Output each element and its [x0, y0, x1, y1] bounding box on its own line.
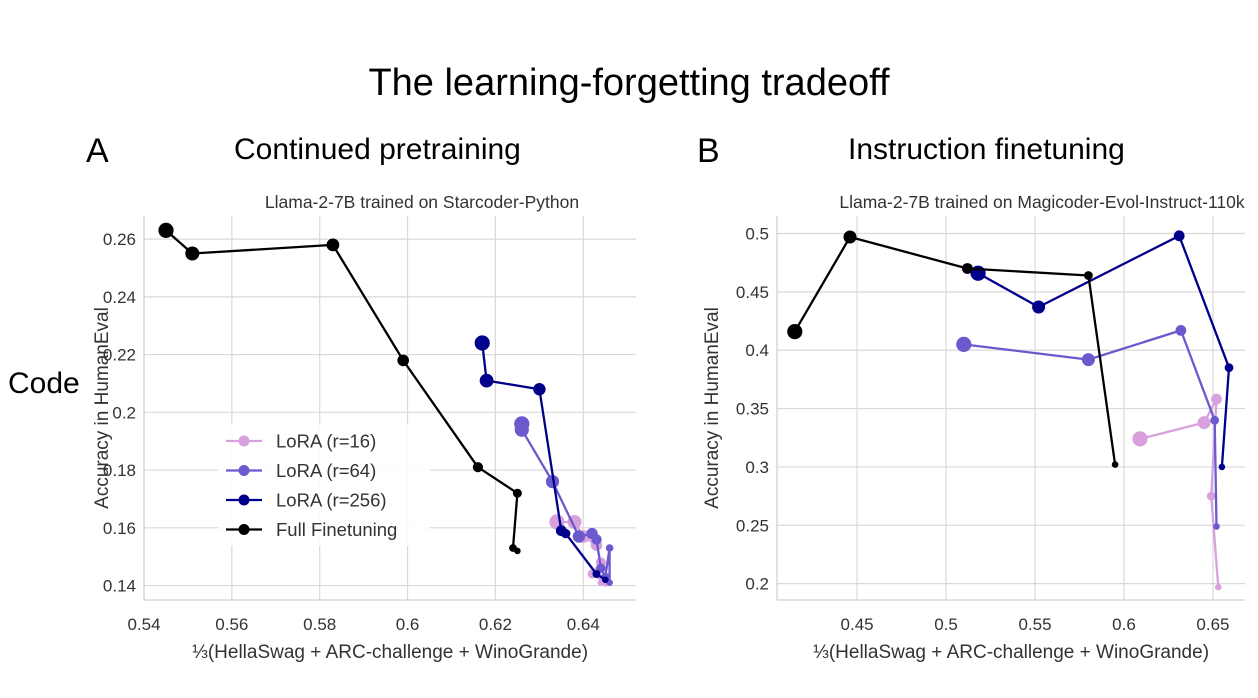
- data-point: [1224, 363, 1234, 373]
- panel-title-a: Continued pretraining: [234, 133, 521, 166]
- data-point: [572, 530, 586, 543]
- data-point: [1218, 463, 1226, 471]
- series-line-lora-r-256-: [481, 342, 606, 581]
- data-point: [545, 475, 560, 489]
- x-tick-label: 0.64: [567, 615, 600, 634]
- data-point: [514, 547, 521, 555]
- panel-title-b: Instruction finetuning: [848, 133, 1125, 166]
- data-point: [592, 570, 601, 578]
- x-tick-label: 0.6: [396, 615, 420, 634]
- data-point: [843, 230, 857, 244]
- data-point: [1213, 523, 1220, 530]
- x-tick-label: 0.55: [1018, 615, 1051, 634]
- panel-letter-a: A: [86, 132, 109, 170]
- data-point: [397, 354, 410, 367]
- data-point: [533, 383, 546, 396]
- data-point: [596, 563, 606, 573]
- data-point: [956, 336, 972, 352]
- y-tick-label: 0.18: [103, 461, 136, 480]
- y-tick-label: 0.35: [736, 400, 769, 419]
- data-point: [1032, 300, 1046, 314]
- y-tick-label: 0.45: [736, 283, 769, 302]
- x-axis-label: ⅓(HellaSwag + ARC-challenge + WinoGrande…: [813, 642, 1209, 663]
- y-axis-label: Accuracy in HumanEval: [702, 307, 723, 509]
- data-point: [1197, 416, 1211, 430]
- y-tick-label: 0.22: [103, 346, 136, 365]
- x-axis-label: ⅓(HellaSwag + ARC-challenge + WinoGrande…: [192, 642, 588, 663]
- y-tick-label: 0.2: [112, 403, 136, 422]
- y-tick-label: 0.4: [745, 341, 769, 360]
- legend-marker: [238, 494, 250, 506]
- data-point: [1215, 583, 1222, 591]
- legend-label: LoRA (r=64): [276, 460, 376, 481]
- y-tick-label: 0.25: [736, 516, 769, 535]
- data-point: [1111, 461, 1119, 468]
- data-point: [1175, 325, 1187, 336]
- y-tick-label: 0.2: [745, 575, 769, 594]
- data-point: [602, 576, 609, 584]
- series-line-lora-r-64-: [520, 423, 611, 583]
- legend-box: [218, 424, 430, 546]
- chart-subtitle: Llama-2-7B trained on Starcoder-Python: [265, 192, 579, 212]
- series-line-full-finetuning: [165, 229, 519, 552]
- x-tick-label: 0.58: [303, 615, 336, 634]
- y-tick-label: 0.14: [103, 577, 136, 596]
- y-tick-label: 0.5: [745, 225, 769, 244]
- data-point: [962, 263, 973, 274]
- data-point: [787, 324, 803, 340]
- data-point: [479, 373, 494, 388]
- y-tick-label: 0.26: [103, 230, 136, 249]
- y-tick-label: 0.3: [745, 458, 769, 477]
- legend-marker: [238, 524, 250, 535]
- data-point: [605, 544, 614, 552]
- data-point: [474, 335, 490, 351]
- data-point: [1210, 415, 1220, 425]
- y-tick-label: 0.16: [103, 519, 136, 538]
- data-point: [1211, 393, 1222, 405]
- x-tick-label: 0.62: [479, 615, 512, 634]
- data-point: [326, 238, 340, 252]
- x-tick-label: 0.5: [934, 615, 958, 634]
- data-point: [512, 488, 522, 498]
- x-tick-label: 0.65: [1196, 615, 1229, 634]
- data-point: [158, 222, 174, 238]
- y-axis-label: Accuracy in HumanEval: [92, 307, 113, 509]
- legend-marker: [238, 435, 250, 447]
- legend-label: LoRA (r=256): [276, 490, 387, 511]
- legend-marker: [238, 465, 250, 476]
- figure-title: The learning-forgetting tradeoff: [368, 62, 890, 104]
- row-label: Code: [8, 367, 80, 400]
- x-tick-label: 0.56: [215, 615, 248, 634]
- data-point: [472, 462, 483, 473]
- panel-letter-b: B: [697, 132, 720, 170]
- data-point: [1173, 230, 1185, 242]
- data-point: [1081, 353, 1095, 367]
- x-tick-label: 0.54: [127, 615, 160, 634]
- data-point: [1084, 271, 1093, 280]
- chart-subtitle: Llama-2-7B trained on Magicoder-Evol-Ins…: [839, 192, 1245, 212]
- y-tick-label: 0.24: [103, 288, 136, 307]
- data-point: [561, 528, 571, 539]
- data-point: [514, 422, 529, 437]
- data-point: [185, 246, 200, 261]
- data-point: [591, 534, 602, 545]
- legend-label: LoRA (r=16): [276, 431, 376, 452]
- x-tick-label: 0.45: [841, 615, 874, 634]
- x-tick-label: 0.6: [1112, 615, 1136, 634]
- legend-label: Full Finetuning: [276, 519, 397, 540]
- data-point: [1132, 431, 1148, 447]
- data-point: [1206, 491, 1216, 501]
